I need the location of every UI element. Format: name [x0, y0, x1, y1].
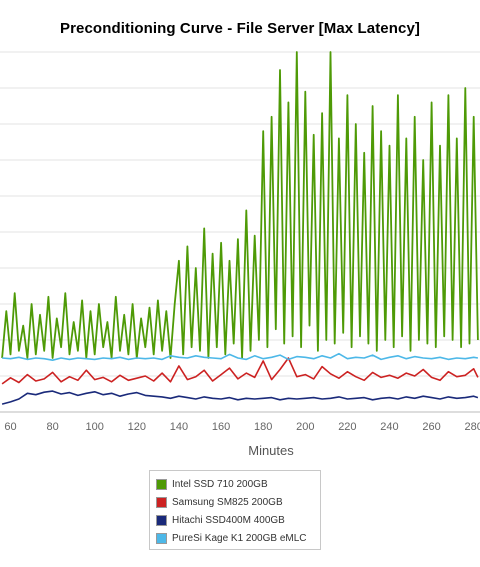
legend-label: Intel SSD 710 200GB	[172, 478, 268, 490]
series-line-puresi-kage-k1-200gb-emlc	[2, 352, 479, 362]
x-tick-label: 220	[338, 421, 356, 433]
series-line-samsung-sm825-200gb	[1, 357, 479, 385]
legend-label: Hitachi SSD400M 400GB	[172, 514, 285, 526]
x-axis-ticks: 60 80 100 120 140 160 180 200 220 240 260 280	[4, 421, 480, 433]
series-line-intel-ssd-710-200gb	[1, 51, 479, 359]
legend-swatch	[156, 514, 167, 526]
legend-swatch	[156, 496, 167, 508]
legend-swatch	[156, 532, 167, 544]
legend-label: Samsung SM825 200GB	[172, 496, 283, 508]
series-lines	[1, 51, 479, 405]
x-tick-label: 240	[380, 421, 398, 433]
x-tick-label: 160	[212, 421, 230, 433]
x-axis-title: Minutes	[248, 443, 294, 458]
x-tick-label: 200	[296, 421, 314, 433]
legend: Intel SSD 710 200GB Samsung SM825 200GB Hi…	[149, 470, 321, 550]
legend-item: Intel SSD 710 200GB	[156, 475, 314, 493]
x-tick-label: 120	[128, 421, 146, 433]
chart-title: Preconditioning Curve - File Server [Max…	[60, 20, 420, 37]
x-tick-label: 60	[4, 421, 16, 433]
legend-swatch	[156, 478, 167, 490]
legend-item: Hitachi SSD400M 400GB	[156, 511, 314, 529]
legend-item: PureSi Kage K1 200GB eMLC	[156, 529, 314, 547]
series-line-hitachi-ssd400m-400gb	[1, 390, 479, 405]
x-tick-label: 140	[170, 421, 188, 433]
x-tick-label: 180	[254, 421, 272, 433]
legend-label: PureSi Kage K1 200GB eMLC	[172, 532, 307, 544]
x-tick-label: 280	[465, 421, 480, 433]
legend-item: Samsung SM825 200GB	[156, 493, 314, 511]
x-tick-label: 100	[86, 421, 104, 433]
gridlines	[0, 51, 480, 377]
x-tick-label: 80	[47, 421, 59, 433]
x-tick-label: 260	[422, 421, 440, 433]
